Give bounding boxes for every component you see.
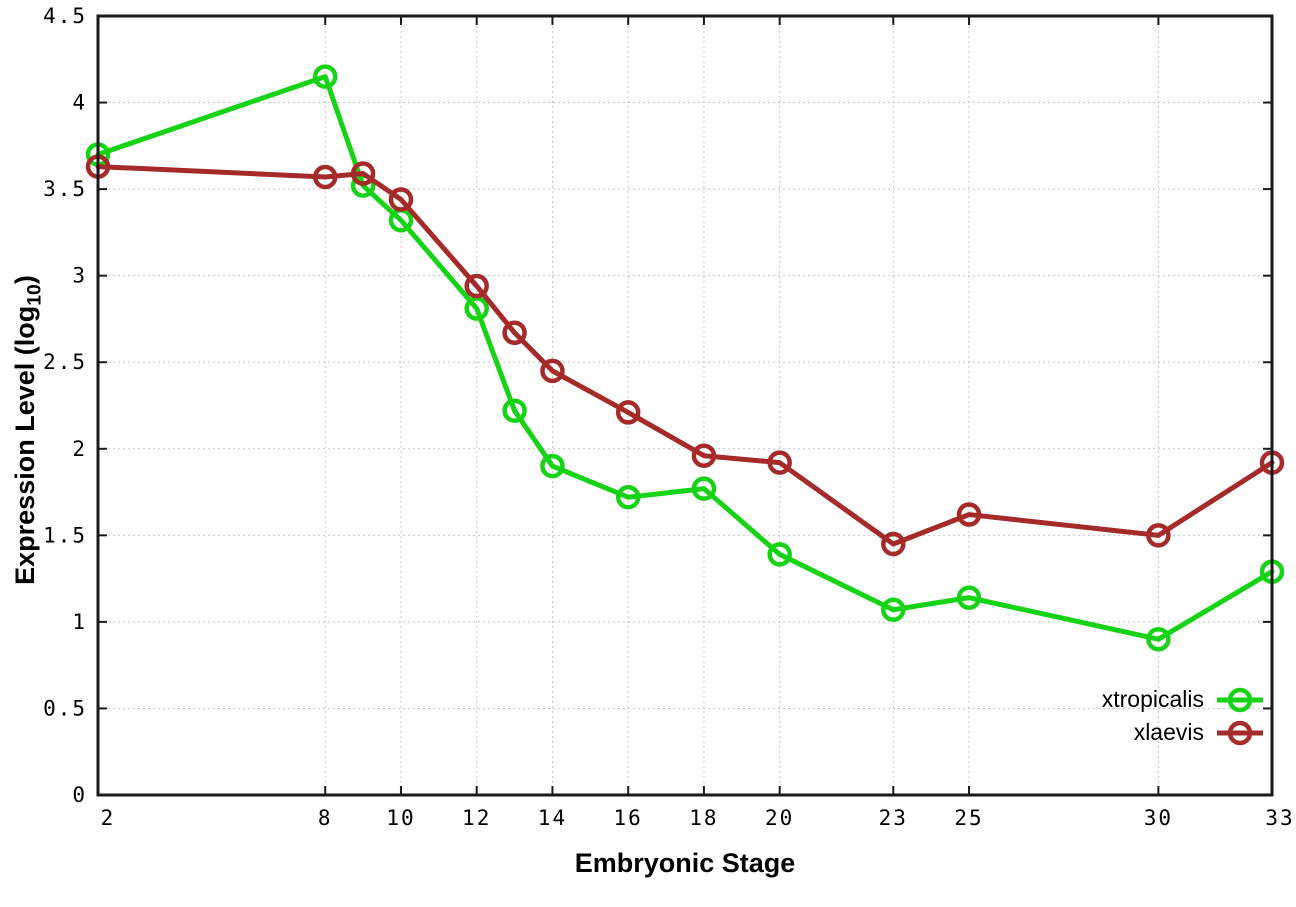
x-tick-label: 30 <box>1144 806 1173 830</box>
data-point-xlaevis <box>350 161 376 186</box>
legend-item-xlaevis: xlaevis <box>1102 716 1266 749</box>
x-tick-label: 2 <box>101 806 116 830</box>
y-tick-label: 2.5 <box>43 350 87 374</box>
legend-label-xtropicalis: xtropicalis <box>1101 686 1204 712</box>
y-axis-title: Expression Level (log10) <box>5 205 45 655</box>
y-tick-label: 2 <box>72 437 87 461</box>
data-point-xlaevis <box>881 531 906 557</box>
y-tick-label: 0.5 <box>43 696 87 720</box>
y-tick-label: 1.5 <box>43 523 87 547</box>
y-tick-label: 4 <box>72 91 87 115</box>
y-tick-label: 0 <box>72 783 87 807</box>
data-point-xlaevis <box>464 273 489 299</box>
legend-item-xtropicalis: xtropicalis <box>1102 683 1266 716</box>
x-tick-label: 12 <box>462 806 491 830</box>
x-tick-label: 10 <box>386 806 415 830</box>
legend: xtropicalis xlaevis <box>1102 683 1266 749</box>
data-point-xtropicalis <box>956 585 982 610</box>
x-tick-label: 16 <box>614 806 643 830</box>
data-point-xtropicalis <box>312 64 338 89</box>
data-point-xtropicalis <box>691 476 717 501</box>
series-line-xtropicalis <box>95 74 1275 642</box>
y-tick-label: 1 <box>72 610 87 634</box>
legend-label-xlaevis: xlaevis <box>1133 719 1204 745</box>
x-tick-label: 8 <box>318 806 333 830</box>
y-axis-title-text: Expression Level (log <box>10 305 40 585</box>
data-point-xtropicalis <box>615 484 641 510</box>
legend-sample-circle-icon <box>1227 687 1253 712</box>
plot-border <box>96 14 1274 797</box>
y-tick-label: 3.5 <box>43 177 87 201</box>
data-point-xlaevis <box>502 320 527 346</box>
data-point-xlaevis <box>540 358 565 384</box>
data-point-xtropicalis <box>502 398 527 423</box>
x-tick-label: 20 <box>765 806 794 830</box>
data-point-xlaevis <box>615 400 641 425</box>
data-point-xlaevis <box>956 502 982 527</box>
x-tick-label: 18 <box>689 806 718 830</box>
data-point-xtropicalis <box>881 597 906 623</box>
x-axis-title: Embryonic Stage <box>574 848 796 878</box>
y-tick-label: 4.5 <box>43 4 87 28</box>
legend-marker-xlaevis <box>1217 720 1263 745</box>
x-tick-label: 25 <box>954 806 983 830</box>
legend-sample-circle-icon <box>1227 720 1253 745</box>
series-line-xlaevis <box>95 164 1275 547</box>
data-point-xtropicalis <box>767 542 792 567</box>
x-tick-label: 14 <box>538 806 567 830</box>
data-point-xlaevis <box>691 443 717 468</box>
x-tick-label: 33 <box>1265 806 1294 830</box>
data-point-xtropicalis <box>540 453 565 479</box>
y-axis-title-subscript: 10 <box>23 284 46 306</box>
y-axis-title-close: ) <box>10 275 40 285</box>
data-point-xlaevis <box>767 450 792 475</box>
y-tick-label: 3 <box>72 264 87 288</box>
data-point-xlaevis <box>312 164 338 190</box>
data-point-xtropicalis <box>464 296 489 321</box>
legend-marker-xtropicalis <box>1217 687 1263 712</box>
data-point-xtropicalis <box>1146 626 1171 652</box>
x-tick-label: 23 <box>879 806 908 830</box>
data-point-xlaevis <box>388 187 414 212</box>
data-point-xlaevis <box>1146 523 1171 548</box>
